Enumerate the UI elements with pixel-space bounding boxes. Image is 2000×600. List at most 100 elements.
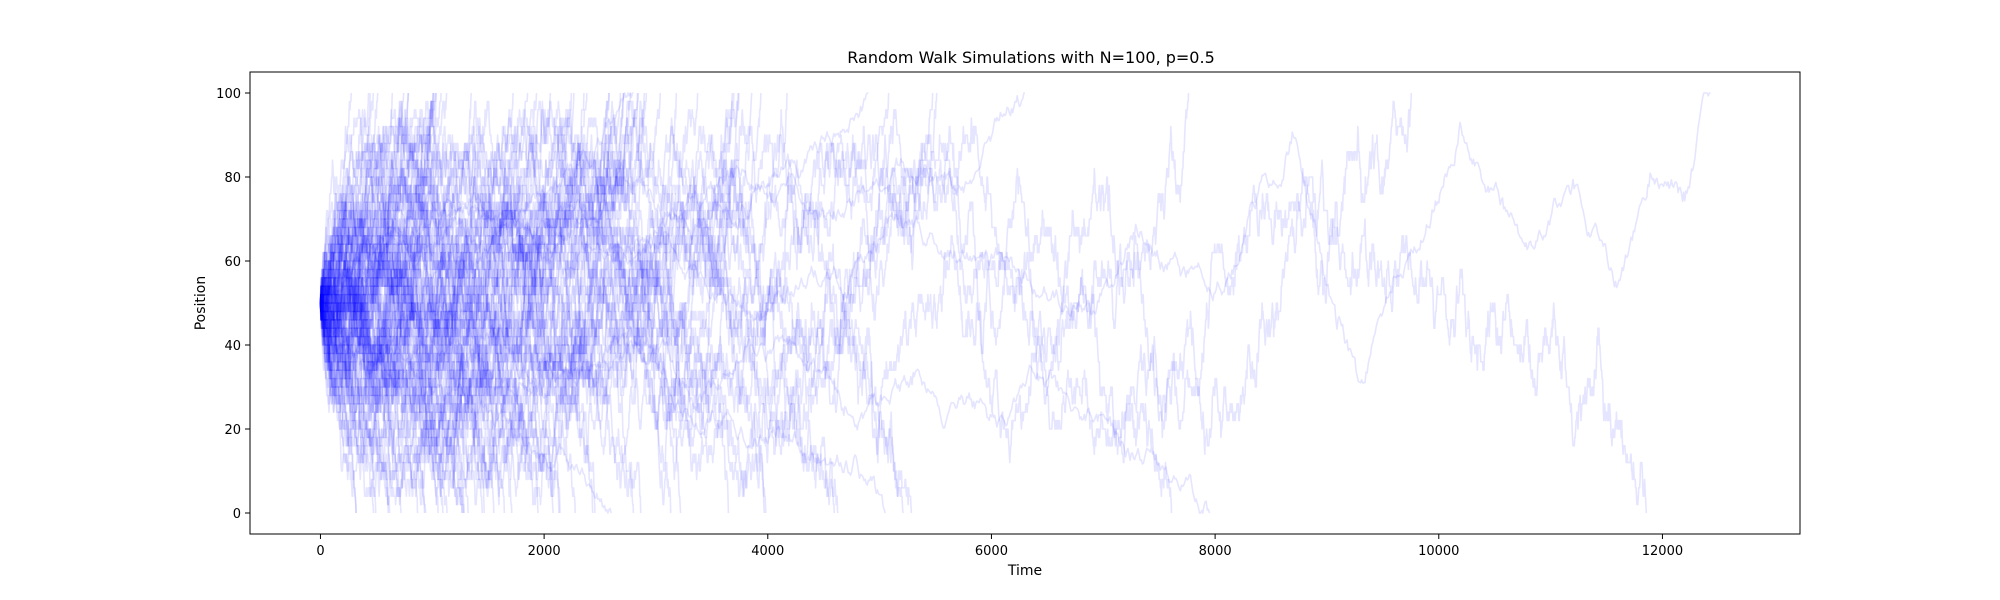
- walk-line-75: [319, 167, 913, 514]
- walk-line-65: [319, 243, 596, 514]
- chart-title: Random Walk Simulations with N=100, p=0.…: [847, 48, 1215, 67]
- walk-line-21: [319, 92, 552, 413]
- walk-line-38: [320, 92, 442, 313]
- plot-frame: [249, 71, 1801, 535]
- walk-line-6: [319, 302, 612, 514]
- walk-line-66: [319, 92, 437, 329]
- walk-line-12: [320, 302, 377, 514]
- walk-line-17: [319, 142, 642, 514]
- walk-line-56: [320, 302, 402, 514]
- x-tick-label-0: 0: [316, 544, 324, 559]
- walk-line-16: [320, 92, 678, 455]
- walk-line-47: [319, 92, 639, 497]
- walk-line-60: [319, 92, 573, 455]
- y-tick-label-5: 100: [216, 87, 241, 102]
- walk-line-35: [320, 268, 463, 514]
- walk-line-80: [319, 92, 648, 313]
- walk-line-31: [319, 92, 610, 304]
- walk-line-29: [319, 293, 357, 514]
- walk-line-68: [319, 260, 465, 514]
- y-tick-label-2: 40: [224, 339, 241, 354]
- x-axis-title: Time: [1007, 563, 1042, 579]
- walk-line-2: [319, 92, 1025, 311]
- walk-line-22: [319, 268, 426, 514]
- x-tick-label-1: 2000: [528, 544, 561, 559]
- walk-line-44: [319, 92, 622, 397]
- walk-line-20: [319, 302, 465, 514]
- walk-line-83: [319, 293, 539, 514]
- y-tick-label-4: 80: [224, 171, 241, 186]
- y-tick-label-0: 0: [233, 507, 241, 522]
- walk-line-23: [319, 117, 1648, 514]
- walk-line-46: [319, 92, 394, 313]
- walk-line-91: [319, 285, 419, 514]
- walk-line-73: [319, 92, 374, 313]
- walk-line-77: [319, 193, 904, 514]
- y-tick-label-1: 20: [224, 423, 241, 438]
- walk-line-19: [320, 125, 730, 514]
- x-tick-label-5: 10000: [1418, 544, 1459, 559]
- walk-line-34: [319, 260, 483, 514]
- y-axis-title: Position: [193, 276, 209, 331]
- walk-line-82: [319, 293, 444, 514]
- x-tick-label-3: 6000: [975, 544, 1008, 559]
- walk-line-58: [319, 302, 464, 514]
- walk-line-76: [319, 92, 625, 363]
- walk-line-96: [320, 92, 1190, 439]
- walk-line-72: [319, 226, 448, 514]
- walk-line-94: [319, 92, 588, 430]
- walk-line-41: [319, 92, 762, 363]
- walk-line-0: [319, 92, 1711, 384]
- walk-line-1: [319, 298, 1211, 514]
- walk-line-93: [319, 92, 436, 321]
- walk-line-39: [320, 92, 405, 329]
- walk-line-85: [319, 92, 661, 304]
- walk-line-51: [319, 100, 835, 514]
- walk-line-61: [319, 92, 379, 346]
- walk-line-4: [319, 92, 869, 312]
- walk-line-24: [319, 243, 469, 514]
- walk-line-97: [319, 302, 513, 514]
- walk-line-87: [319, 268, 389, 514]
- walk-line-48: [319, 92, 788, 506]
- walk-line-10: [320, 134, 765, 514]
- walk-line-95: [319, 251, 560, 514]
- walk-line-50: [319, 134, 1173, 514]
- walk-line-52: [319, 235, 439, 514]
- walk-line-30: [320, 92, 434, 338]
- walk-line-79: [319, 159, 767, 514]
- walk-line-33: [320, 92, 733, 355]
- walk-line-86: [319, 251, 391, 514]
- walk-line-32: [319, 92, 640, 397]
- walk-line-84: [320, 193, 594, 514]
- walk-line-59: [320, 293, 375, 514]
- walk-line-14: [319, 226, 576, 514]
- walk-line-43: [319, 92, 610, 497]
- walk-line-98: [319, 92, 890, 497]
- walk-line-15: [319, 92, 529, 397]
- walk-line-71: [319, 251, 427, 514]
- walk-line-70: [319, 92, 437, 304]
- walk-line-74: [319, 92, 934, 430]
- x-tick-label-2: 4000: [751, 544, 784, 559]
- walk-line-63: [320, 92, 585, 355]
- walk-line-7: [319, 92, 938, 481]
- x-tick-label-6: 12000: [1642, 544, 1683, 559]
- walk-line-67: [320, 92, 371, 304]
- y-axis: 0 20 40 60 80 100: [216, 87, 250, 522]
- walk-line-37: [319, 92, 646, 388]
- walk-line-64: [319, 92, 625, 489]
- walk-line-99: [319, 92, 575, 346]
- walk-line-88: [319, 92, 353, 304]
- walk-line-69: [319, 92, 370, 329]
- walk-line-57: [319, 92, 514, 371]
- walk-line-62: [319, 92, 538, 355]
- walk-line-42: [319, 193, 561, 514]
- walk-line-81: [320, 92, 699, 497]
- walk-line-36: [319, 159, 672, 514]
- walk-line-78: [319, 92, 632, 422]
- walk-lines-layer: [319, 92, 1711, 514]
- walk-line-45: [320, 184, 839, 514]
